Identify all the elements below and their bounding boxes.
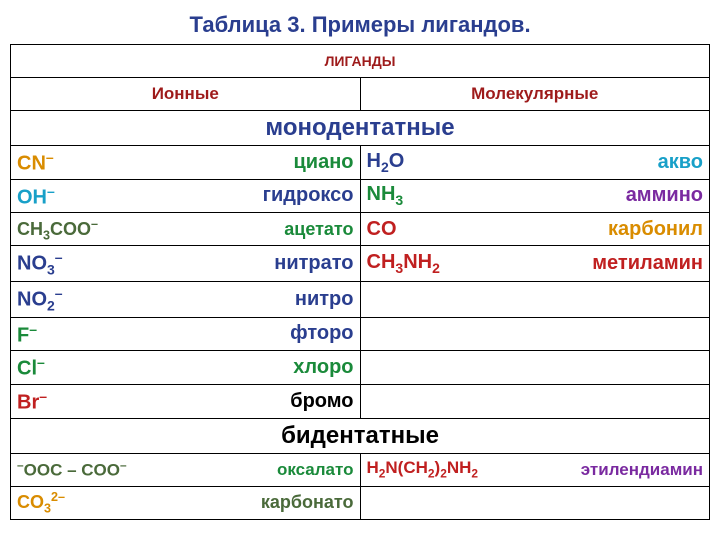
table-title: Таблица 3. Примеры лигандов. (10, 12, 710, 38)
formula-no2: NO2– (17, 285, 63, 314)
name-carbonyl: карбонил (608, 218, 703, 241)
header-top: ЛИГАНДЫ (11, 45, 710, 78)
name-nitrato: нитрато (274, 252, 353, 275)
name-cyano: циано (293, 151, 353, 174)
name-acetato: ацетато (284, 219, 353, 240)
name-bromo: бромо (290, 390, 353, 413)
formula-h2o: H2O (367, 150, 405, 175)
formula-cn: CN– (17, 149, 54, 176)
name-fluoro: фторо (290, 322, 353, 345)
name-chloro: хлоро (293, 356, 353, 379)
table-row: Br– бромо (11, 384, 710, 418)
header-ionic: Ионные (11, 78, 361, 111)
formula-f: F– (17, 321, 37, 348)
formula-oxalate: –OOC – COO– (17, 458, 127, 481)
section-bidentate: бидентатные (11, 418, 710, 453)
table-row: CN– циано H2O акво (11, 146, 710, 180)
header-molecular: Молекулярные (360, 78, 710, 111)
formula-nh3: NH3 (367, 183, 404, 208)
name-ethylenediamine: этилендиамин (581, 460, 703, 480)
name-aqua: акво (658, 151, 703, 174)
table-row: OH– гидроксо NH3 аммино (11, 179, 710, 213)
formula-oh: OH– (17, 183, 55, 210)
name-hydroxo: гидроксо (263, 184, 354, 207)
formula-no3: NO3– (17, 249, 63, 278)
formula-co3: CO32– (17, 490, 65, 516)
table-row: NO3– нитрато CH3NH2 метиламин (11, 246, 710, 282)
ligands-table: ЛИГАНДЫ Ионные Молекулярные монодентатны… (10, 44, 710, 520)
table-row: –OOC – COO– оксалато H2N(CH2)2NH2 этилен… (11, 453, 710, 486)
formula-ch3nh2: CH3NH2 (367, 251, 440, 276)
table-row: CH3COO– ацетато CO карбонил (11, 213, 710, 246)
name-oxalato: оксалато (277, 460, 354, 480)
name-methylamine: метиламин (592, 252, 703, 275)
formula-br: Br– (17, 388, 47, 415)
formula-co: CO (367, 218, 397, 241)
table-row: F– фторо (11, 317, 710, 351)
name-carbonato: карбонато (261, 492, 354, 513)
formula-en: H2N(CH2)2NH2 (367, 458, 479, 480)
name-ammine: аммино (626, 184, 703, 207)
table-row: CO32– карбонато (11, 486, 710, 519)
formula-acetate: CH3COO– (17, 217, 98, 243)
formula-cl: Cl– (17, 354, 45, 381)
table-row: NO2– нитро (11, 281, 710, 317)
name-nitro: нитро (295, 288, 354, 311)
section-monodentate: монодентатные (11, 111, 710, 146)
table-row: Cl– хлоро (11, 351, 710, 385)
